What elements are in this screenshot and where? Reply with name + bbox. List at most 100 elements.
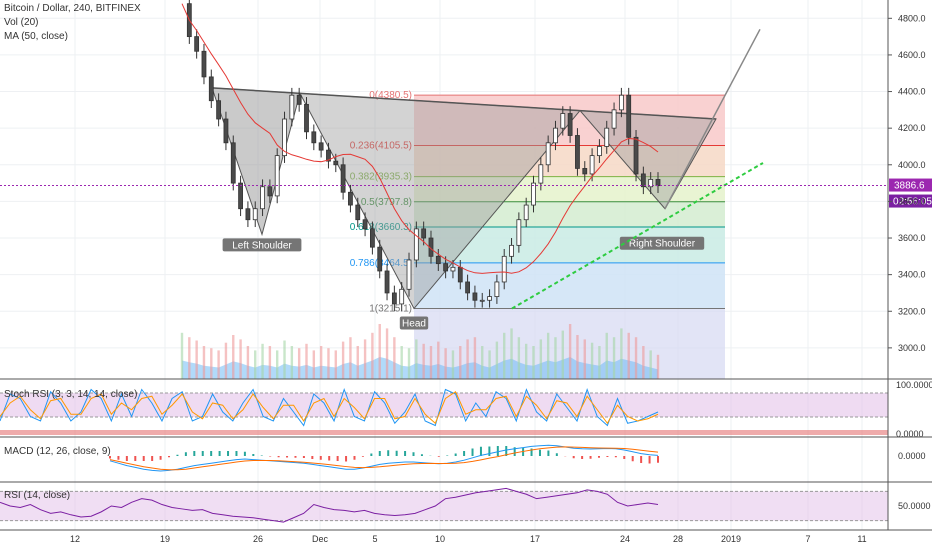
time-tick-label: 10 bbox=[435, 534, 445, 544]
volume-bar bbox=[349, 337, 352, 379]
volume-bar bbox=[429, 346, 433, 379]
trend-lines[interactable]: 3886.6 02:56:05 bbox=[0, 162, 932, 310]
macd-legend: MACD (12, 26, close, 9) bbox=[4, 446, 111, 457]
macd-histogram-bar bbox=[370, 453, 373, 456]
macd-histogram-bar bbox=[572, 456, 575, 459]
macd-histogram-bar bbox=[387, 450, 390, 456]
indicator-panes[interactable]: 100.0000 0.0000 0.0000 50.0000 bbox=[0, 380, 932, 523]
candle-body bbox=[362, 219, 368, 230]
stoch-d-line bbox=[0, 391, 659, 425]
volume-bar bbox=[290, 346, 294, 379]
candle-body bbox=[509, 244, 514, 257]
candle-body bbox=[208, 76, 214, 102]
candle-body bbox=[377, 246, 383, 272]
price-tick-label: 3400.0 bbox=[898, 270, 926, 280]
fib-level-label: 0.382(3935.3) bbox=[350, 172, 412, 183]
candle-body bbox=[311, 131, 317, 144]
volume-bar bbox=[488, 350, 491, 379]
volume-bar bbox=[246, 346, 250, 379]
macd-histogram-bar bbox=[606, 456, 609, 457]
macd-histogram-bar bbox=[227, 451, 230, 456]
macd-histogram-bar bbox=[395, 450, 398, 456]
macd-histogram-bar bbox=[159, 456, 162, 460]
stoch-zero-band bbox=[0, 430, 888, 435]
macd-histogram-bar bbox=[176, 454, 179, 456]
macd-histogram-bar bbox=[125, 456, 128, 461]
volume-bar bbox=[378, 324, 381, 379]
volume-bar bbox=[297, 348, 301, 379]
candle-body bbox=[501, 255, 507, 283]
macd-histogram-bar bbox=[446, 455, 449, 456]
price-tick-label: 3200.0 bbox=[898, 306, 926, 316]
fib-level-label: 0.236(4105.5) bbox=[350, 140, 412, 151]
macd-histogram-bar bbox=[117, 456, 120, 460]
candle-body bbox=[421, 228, 427, 239]
fib-zone bbox=[414, 145, 725, 177]
stoch-tick-label: 0.0000 bbox=[896, 429, 924, 439]
macd-histogram-bar bbox=[623, 456, 626, 459]
macd-histogram-bar bbox=[547, 450, 550, 456]
volume-bar bbox=[554, 337, 557, 379]
volume-bar bbox=[459, 346, 462, 379]
macd-histogram-bar bbox=[454, 453, 457, 456]
volume-bar bbox=[312, 350, 316, 379]
candle-body bbox=[567, 113, 573, 136]
volume-bar bbox=[261, 343, 264, 379]
candle-body bbox=[260, 186, 265, 210]
macd-tick-label: 0.0000 bbox=[898, 451, 926, 461]
macd-histogram-bar bbox=[319, 456, 322, 460]
volume-bar bbox=[590, 342, 594, 379]
candle-body bbox=[633, 136, 639, 175]
price-tick-label: 3000.0 bbox=[898, 343, 926, 353]
macd-histogram-bar bbox=[294, 456, 297, 458]
candle-body bbox=[223, 118, 229, 144]
volume-bar bbox=[510, 328, 513, 379]
volume-bar bbox=[620, 328, 623, 379]
macd-histogram-bar bbox=[614, 456, 617, 458]
candle-body bbox=[648, 179, 654, 188]
macd-histogram-bar bbox=[328, 456, 331, 461]
macd-histogram-bar bbox=[522, 448, 525, 456]
macd-histogram-bar bbox=[555, 453, 558, 456]
volume-bar bbox=[254, 350, 257, 379]
candles bbox=[186, 0, 661, 312]
time-tick-label: Dec bbox=[312, 534, 329, 544]
time-tick-label: 28 bbox=[673, 534, 683, 544]
volume-bar bbox=[202, 346, 206, 379]
candle-body bbox=[589, 155, 595, 175]
volume-bar bbox=[305, 343, 308, 379]
rsi-line bbox=[0, 487, 659, 523]
candle-body bbox=[604, 127, 610, 147]
candle-body bbox=[479, 299, 485, 302]
volume-bar bbox=[481, 346, 484, 379]
volume-bar bbox=[466, 339, 469, 379]
time-tick-label: 11 bbox=[857, 534, 866, 544]
volume-bar bbox=[649, 350, 652, 379]
volume-bar bbox=[451, 350, 455, 379]
time-tick-label: 17 bbox=[530, 534, 540, 544]
price-tick-label: 3800.0 bbox=[898, 196, 926, 206]
macd-histogram-bar bbox=[134, 456, 137, 461]
volume-bar bbox=[634, 337, 638, 379]
candle-body bbox=[640, 173, 646, 188]
candle-body bbox=[575, 135, 580, 169]
volume-bar bbox=[232, 335, 235, 379]
macd-histogram-bar bbox=[210, 451, 213, 456]
candle-body bbox=[487, 296, 492, 301]
candle-body bbox=[531, 182, 536, 206]
rsi-legend: RSI (14, close) bbox=[4, 490, 71, 501]
volume-bar bbox=[393, 337, 396, 379]
right-shoulder-label-bg bbox=[619, 236, 705, 250]
head-label: Head bbox=[402, 319, 426, 330]
fib-level-label: 0.5(3797.8) bbox=[361, 197, 412, 208]
rsi-band bbox=[0, 491, 888, 521]
macd-histogram-bar bbox=[581, 456, 584, 459]
volume-bar bbox=[583, 339, 586, 379]
macd-histogram-bar bbox=[218, 451, 221, 456]
macd-histogram-bar bbox=[243, 451, 246, 456]
macd-histogram-bar bbox=[336, 456, 339, 461]
fib-zone bbox=[414, 176, 725, 202]
candle-body bbox=[443, 263, 449, 272]
